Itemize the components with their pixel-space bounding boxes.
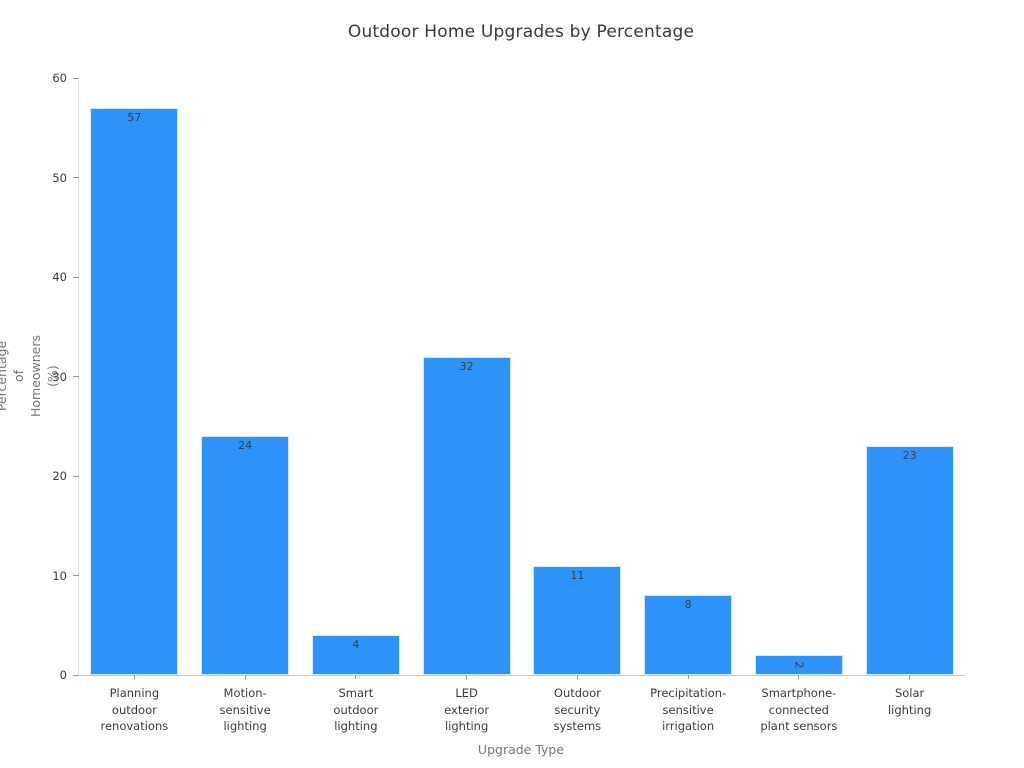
y-tick-label: 10 bbox=[52, 568, 67, 583]
y-tick-mark bbox=[73, 674, 79, 676]
x-tick-mark bbox=[244, 675, 246, 679]
y-tick-mark bbox=[73, 475, 79, 477]
x-tick-mark bbox=[133, 675, 135, 679]
bar-value-label: 57 bbox=[127, 110, 142, 124]
bar-value-label: 23 bbox=[902, 449, 917, 463]
y-tick-mark bbox=[73, 276, 79, 278]
x-tick-mark bbox=[355, 675, 357, 679]
y-tick-label: 0 bbox=[59, 668, 67, 682]
x-tick-label: Outdoor security systems bbox=[553, 686, 602, 733]
x-tick-label: Motion- sensitive lighting bbox=[219, 686, 271, 733]
x-tick-label: Solar lighting bbox=[887, 686, 932, 717]
y-tick-mark bbox=[73, 575, 79, 576]
x-tick-label: Smartphone- connected plant sensors bbox=[760, 686, 838, 733]
y-tick-mark bbox=[73, 376, 79, 377]
bar-value-label: 4 bbox=[352, 638, 360, 652]
bar: 57 bbox=[90, 107, 179, 675]
bar: 32 bbox=[422, 356, 511, 675]
x-tick-mark bbox=[576, 675, 578, 679]
x-tick-label: Planning outdoor renovations bbox=[100, 686, 169, 733]
bar: 2 bbox=[754, 655, 843, 675]
y-tick-mark bbox=[73, 177, 79, 178]
y-tick-mark bbox=[73, 77, 79, 79]
x-tick-mark bbox=[798, 675, 800, 679]
bar: 8 bbox=[644, 595, 733, 675]
bar: 11 bbox=[533, 565, 622, 675]
x-tick-mark bbox=[687, 675, 689, 679]
bar-value-label: 24 bbox=[238, 439, 253, 453]
plot-area: 0 10 20 30 40 50 60 57 24 4 32 11 8 2 23 Planning out… bbox=[52, 71, 965, 733]
y-tick-label: 30 bbox=[52, 369, 67, 384]
y-tick-label: 60 bbox=[52, 71, 67, 85]
bar: 23 bbox=[865, 446, 954, 675]
x-tick-mark bbox=[909, 675, 911, 679]
bar-value-label: 32 bbox=[459, 359, 474, 373]
x-tick-mark bbox=[466, 675, 468, 679]
x-tick-label: Precipitation- sensitive irrigation bbox=[650, 686, 727, 733]
x-tick-label: Smart outdoor lighting bbox=[333, 686, 379, 733]
x-axis-label: Upgrade Type bbox=[477, 742, 565, 757]
y-tick-label: 40 bbox=[52, 270, 67, 284]
y-tick-label: 20 bbox=[52, 469, 67, 483]
bar: 24 bbox=[201, 436, 290, 675]
chart-title: Outdoor Home Upgrades by Percentage bbox=[347, 22, 695, 42]
x-tick-label: LED exterior lighting bbox=[444, 686, 490, 733]
bar-value-label: 11 bbox=[570, 568, 585, 582]
bar-value-label: 8 bbox=[684, 598, 692, 612]
y-tick-label: 50 bbox=[52, 170, 67, 185]
bar: 4 bbox=[311, 635, 400, 675]
